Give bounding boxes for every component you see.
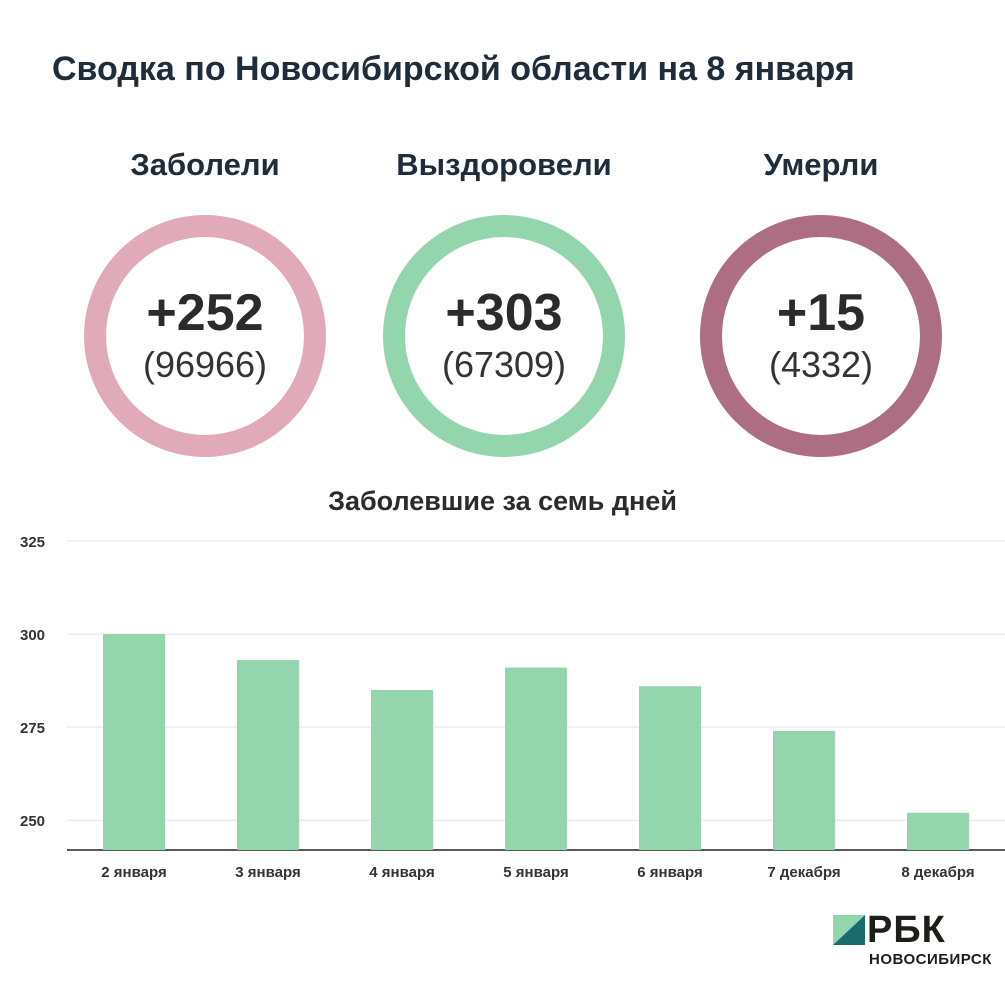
stat-total: (4332) bbox=[768, 344, 874, 385]
x-tick-label: 4 января bbox=[369, 864, 434, 881]
ring-recovered: +303 (67309) bbox=[383, 215, 625, 457]
stat-label: Умерли bbox=[763, 147, 879, 182]
x-tick-label: 7 декабря bbox=[767, 864, 840, 881]
stat-delta: +15 bbox=[776, 284, 866, 342]
stat-delta: +252 bbox=[146, 284, 264, 342]
logo-text: РБК bbox=[867, 909, 946, 951]
bar-chart: 2 января 3 января 4 января 5 января 6 января… bbox=[20, 534, 1005, 881]
stat-label: Заболели bbox=[130, 147, 280, 182]
y-tick-label: 250 bbox=[20, 813, 45, 830]
x-tick-label: 2 января bbox=[101, 864, 166, 881]
rbc-logo: РБК НОВОСИБИРСК bbox=[833, 909, 998, 973]
x-tick-label: 8 декабря bbox=[901, 864, 974, 881]
x-tick-label: 3 января bbox=[235, 864, 300, 881]
bar bbox=[773, 730, 835, 850]
stat-infected: Заболели +252 (96966) bbox=[75, 145, 335, 457]
x-tick-label: 6 января bbox=[637, 864, 702, 881]
chart-title: Заболевшие за семь дней bbox=[328, 486, 677, 516]
stat-recovered: Выздоровели +303 (67309) bbox=[374, 145, 634, 457]
stat-total: (67309) bbox=[441, 344, 567, 385]
bar bbox=[907, 812, 969, 850]
bar bbox=[103, 634, 165, 850]
rbc-logo-icon bbox=[833, 915, 865, 945]
logo-subtitle: НОВОСИБИРСК bbox=[869, 951, 992, 968]
chart-bars bbox=[103, 634, 969, 850]
bar bbox=[237, 660, 299, 850]
stat-label: Выздоровели bbox=[396, 147, 612, 182]
stat-delta: +303 bbox=[445, 284, 563, 342]
page-title: Сводка по Новосибирской области на 8 янв… bbox=[52, 50, 855, 88]
bar bbox=[371, 689, 433, 850]
y-tick-label: 275 bbox=[20, 720, 45, 737]
chart-x-labels: 2 января 3 января 4 января 5 января 6 января… bbox=[101, 864, 974, 881]
stat-total: (96966) bbox=[142, 344, 268, 385]
stat-deaths: Умерли +15 (4332) bbox=[691, 145, 951, 457]
bar bbox=[505, 667, 567, 850]
y-tick-label: 300 bbox=[20, 627, 45, 644]
bar bbox=[639, 686, 701, 850]
chart-y-labels: 250 275 300 325 bbox=[20, 534, 45, 830]
y-tick-label: 325 bbox=[20, 534, 45, 551]
x-tick-label: 5 января bbox=[503, 864, 568, 881]
